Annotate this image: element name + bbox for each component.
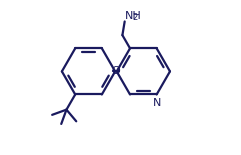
Text: O: O: [112, 66, 120, 76]
Text: NH: NH: [125, 11, 141, 21]
Text: 2: 2: [132, 13, 137, 22]
Text: N: N: [153, 98, 162, 108]
